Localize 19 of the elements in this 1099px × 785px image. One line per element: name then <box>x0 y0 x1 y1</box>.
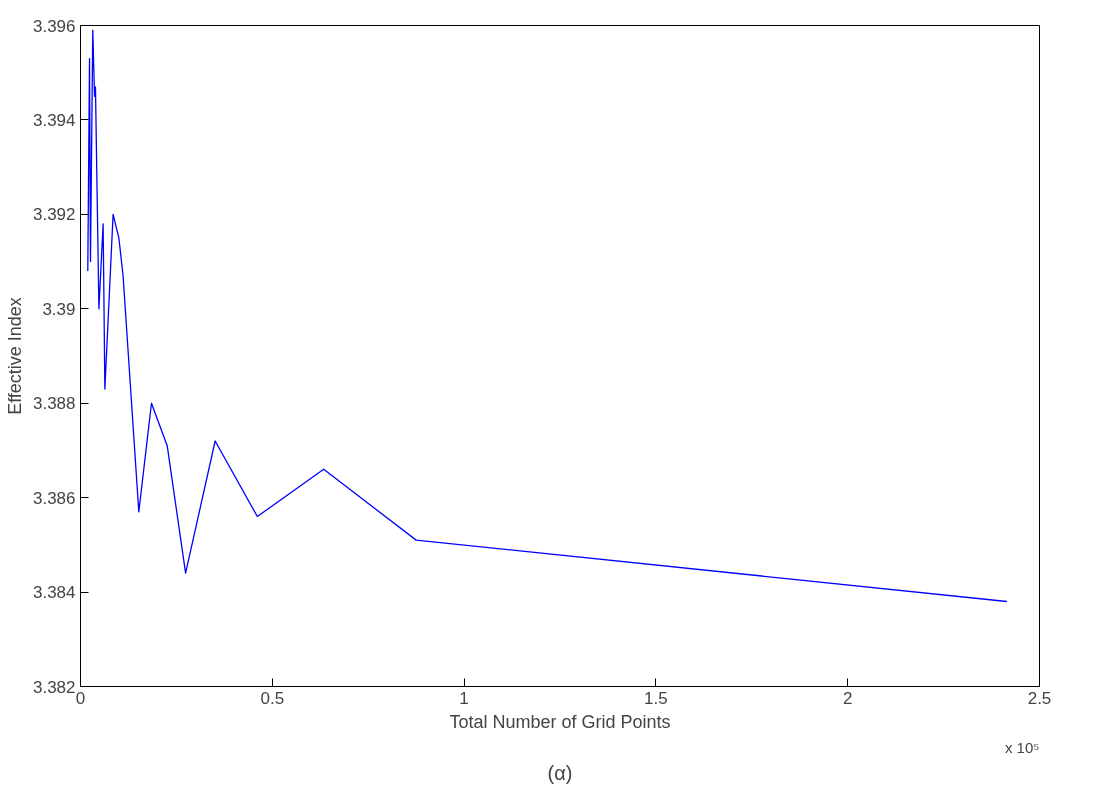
y-tick-label: 3.396 <box>32 16 76 36</box>
x-tick-label: 2.5 <box>1027 688 1052 708</box>
x-tick-label: 0 <box>75 688 86 708</box>
x-tick-label: 2 <box>842 688 853 708</box>
y-tick-label: 3.392 <box>32 205 76 225</box>
y-tick-label: 3.386 <box>32 488 76 508</box>
y-tick-label: 3.394 <box>32 110 76 130</box>
y-tick-label: 3.384 <box>32 583 76 603</box>
x-tick-label: 0.5 <box>260 688 285 708</box>
line-series <box>87 29 1008 603</box>
text: x 10⁵ <box>1004 738 1040 756</box>
x-axis-title: Total Number of Grid Points <box>449 711 671 732</box>
x-tick-label: 1 <box>459 688 469 708</box>
y-tick-label: 3.39 <box>42 299 76 319</box>
y-tick-label: 3.382 <box>32 677 76 697</box>
x-tick-label: 1.5 <box>644 688 668 708</box>
y-tick-label: 3.388 <box>32 394 76 414</box>
y-axis-title: Effective Index <box>4 297 25 415</box>
text: (α) <box>547 761 573 784</box>
